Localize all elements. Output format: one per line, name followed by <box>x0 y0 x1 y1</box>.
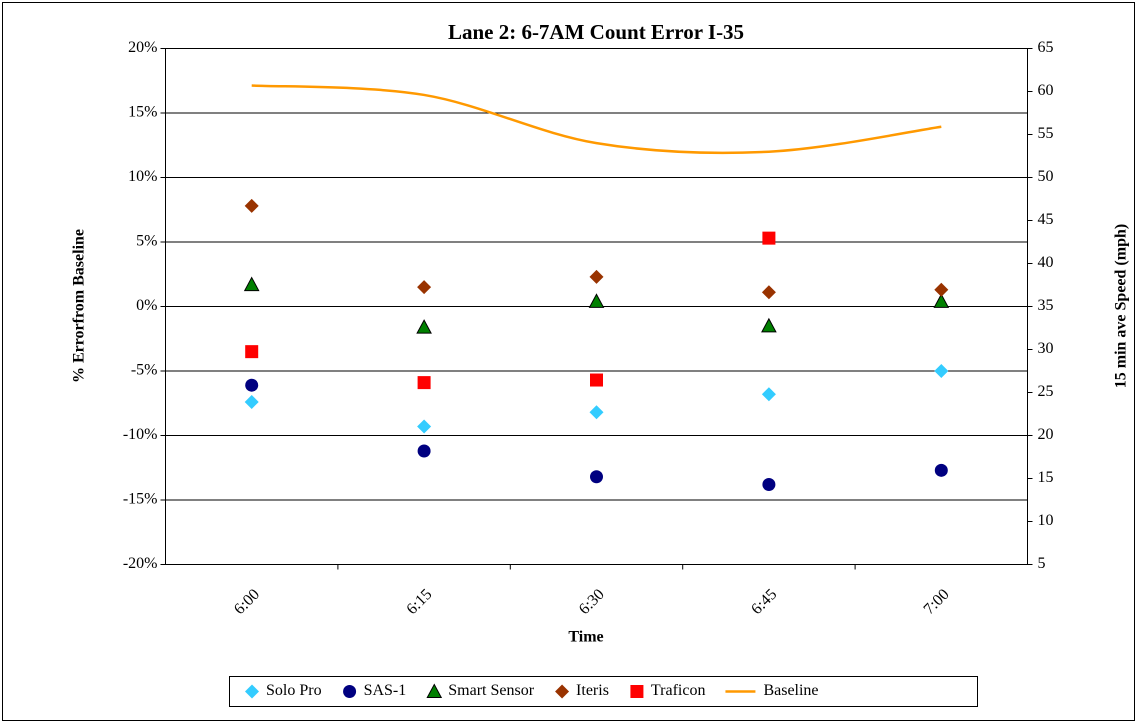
point <box>761 317 777 333</box>
y-tick-label: 5% <box>136 233 157 250</box>
y-tick-label: -5% <box>131 362 158 379</box>
point <box>417 419 432 434</box>
y2-tick-label: 40 <box>1038 254 1054 271</box>
y2-tick-label: 65 <box>1038 39 1054 56</box>
point <box>934 364 949 378</box>
y-tick-label: 10% <box>128 168 157 185</box>
point <box>762 478 776 492</box>
point <box>590 373 603 387</box>
y2-tick-label: 5 <box>1038 555 1046 572</box>
y2-tick-label: 60 <box>1038 82 1054 99</box>
y2-axis-title: 15 min ave Speed (mph) <box>1113 224 1130 388</box>
y-tick-label: -15% <box>123 491 158 508</box>
point <box>243 276 260 292</box>
point <box>590 470 603 484</box>
legend-swatch <box>245 684 259 699</box>
point <box>416 319 432 334</box>
y2-tick-label: 30 <box>1038 340 1054 357</box>
legend-label: Solo Pro <box>266 682 322 699</box>
legend-label: Smart Sensor <box>448 682 534 699</box>
legend-label: Traficon <box>651 682 706 699</box>
point <box>589 405 604 420</box>
y2-tick-label: 25 <box>1038 383 1054 400</box>
y-tick-label: -20% <box>123 555 158 572</box>
y-tick-label: 0% <box>136 297 157 314</box>
y2-tick-label: 55 <box>1038 125 1054 142</box>
y2-tick-label: 45 <box>1038 211 1054 228</box>
legend-label: SAS-1 <box>364 682 407 699</box>
y2-tick-label: 20 <box>1038 426 1054 443</box>
y-tick-label: -10% <box>123 426 158 443</box>
legend-swatch <box>630 685 644 698</box>
y-tick-label: 20% <box>128 39 157 56</box>
legend-label: Baseline <box>763 682 818 699</box>
legend-swatch <box>343 685 357 698</box>
point <box>245 378 259 392</box>
legend-label: Iteris <box>576 682 609 699</box>
point <box>761 387 776 402</box>
legend-swatch <box>426 683 443 698</box>
point <box>417 280 432 295</box>
x-axis-title: Time <box>568 629 603 646</box>
point <box>245 345 259 359</box>
y2-tick-label: 15 <box>1038 469 1054 486</box>
point <box>588 293 605 308</box>
point <box>244 198 259 213</box>
point <box>417 376 431 390</box>
point <box>934 282 949 297</box>
point <box>933 293 950 308</box>
point <box>244 394 259 409</box>
y2-tick-label: 35 <box>1038 297 1054 314</box>
y2-tick-label: 50 <box>1038 168 1054 185</box>
y-tick-label: 15% <box>128 104 157 121</box>
y2-tick-label: 10 <box>1038 512 1054 529</box>
y-axis-title: % Errorfrom Baseline <box>71 229 88 383</box>
point <box>589 269 604 284</box>
legend-swatch <box>555 684 570 699</box>
point <box>417 444 431 458</box>
line <box>251 84 942 155</box>
point <box>762 231 776 245</box>
point <box>934 463 948 477</box>
point <box>761 285 776 300</box>
chart-title: Lane 2: 6-7AM Count Error I-35 <box>448 20 744 44</box>
